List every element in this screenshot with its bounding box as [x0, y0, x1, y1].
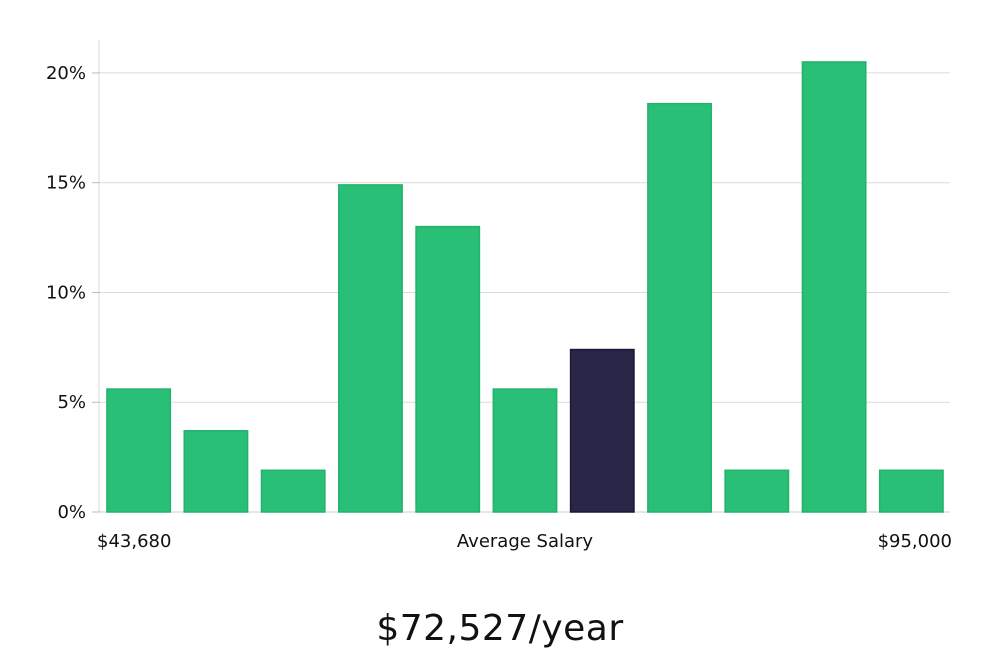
bar	[260, 469, 326, 513]
bar	[878, 469, 944, 513]
x-axis-title: Average Salary	[457, 531, 594, 552]
bar-highlighted	[569, 348, 635, 513]
salary-histogram: 0% 5% 10% 15% 20% $43,680 Average Salary $95…	[46, 40, 952, 552]
y-tick-label: 20%	[46, 63, 86, 84]
x-label-max: $95,000	[878, 531, 952, 552]
bar	[492, 388, 558, 513]
bar	[338, 184, 403, 513]
y-tick-label: 0%	[57, 502, 86, 523]
bar	[415, 225, 481, 513]
bar	[801, 61, 867, 513]
average-salary-value: $72,527/year	[376, 608, 624, 649]
y-tick-labels: 0% 5% 10% 15% 20%	[46, 63, 100, 523]
bar	[724, 469, 790, 513]
y-tick-label: 5%	[57, 392, 86, 413]
y-tick-label: 15%	[46, 173, 86, 194]
bars	[106, 61, 944, 513]
bar	[647, 102, 712, 513]
bar	[106, 388, 172, 513]
x-label-min: $43,680	[97, 531, 171, 552]
y-tick-label: 10%	[46, 282, 86, 303]
bar	[183, 430, 249, 513]
